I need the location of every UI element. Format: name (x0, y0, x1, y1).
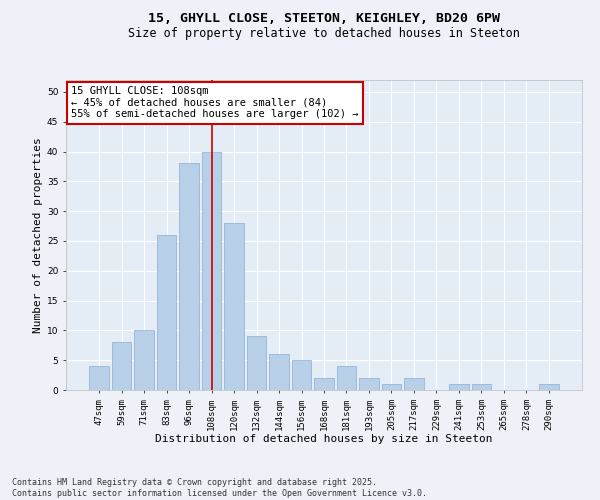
Bar (269, 354, 289, 390)
Bar (314, 378, 334, 390)
Text: 15, GHYLL CLOSE, STEETON, KEIGHLEY, BD20 6PW: 15, GHYLL CLOSE, STEETON, KEIGHLEY, BD20… (148, 12, 500, 26)
Bar (404, 378, 424, 390)
Bar (224, 223, 244, 390)
Text: Contains HM Land Registry data © Crown copyright and database right 2025.
Contai: Contains HM Land Registry data © Crown c… (12, 478, 427, 498)
Bar (382, 384, 401, 390)
Text: Size of property relative to detached houses in Steeton: Size of property relative to detached ho… (128, 28, 520, 40)
Bar (202, 152, 221, 390)
Bar (292, 360, 311, 390)
Bar (359, 378, 379, 390)
Bar (134, 330, 154, 390)
Bar (539, 384, 559, 390)
Bar (179, 164, 199, 390)
Bar (247, 336, 266, 390)
Bar (112, 342, 131, 390)
X-axis label: Distribution of detached houses by size in Steeton: Distribution of detached houses by size … (155, 434, 493, 444)
Bar (449, 384, 469, 390)
Y-axis label: Number of detached properties: Number of detached properties (32, 137, 43, 333)
Bar (157, 235, 176, 390)
Bar (89, 366, 109, 390)
Bar (337, 366, 356, 390)
Bar (472, 384, 491, 390)
Text: 15 GHYLL CLOSE: 108sqm
← 45% of detached houses are smaller (84)
55% of semi-det: 15 GHYLL CLOSE: 108sqm ← 45% of detached… (71, 86, 359, 120)
